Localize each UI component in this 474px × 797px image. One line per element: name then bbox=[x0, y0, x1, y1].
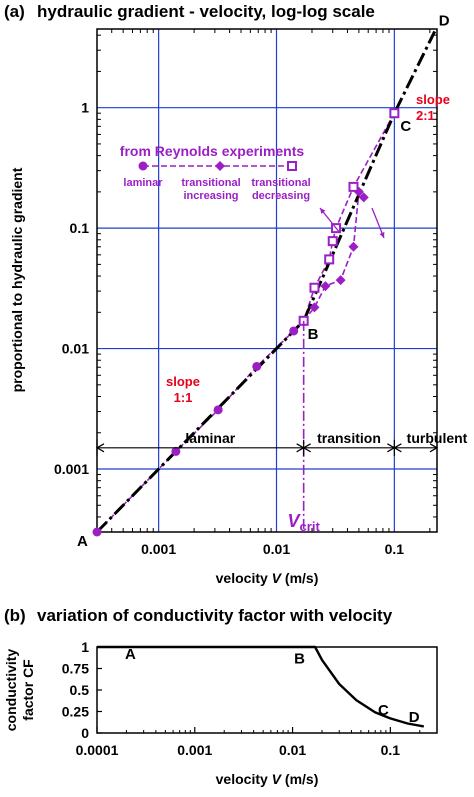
panel-b-ylabel-line1: conductivity bbox=[3, 649, 19, 732]
panel-a-label: (a) bbox=[4, 2, 25, 21]
b-y-tick-label: 0.5 bbox=[70, 682, 90, 698]
b-x-tick-label: 0.01 bbox=[279, 742, 306, 758]
panel-a-grid bbox=[97, 29, 437, 532]
panel-a-title: hydraulic gradient - velocity, log-log s… bbox=[37, 2, 375, 21]
marker-transitional-increasing bbox=[320, 281, 331, 292]
slope-2-label: slope bbox=[416, 92, 450, 107]
regime-turbulent-label: turbulent bbox=[407, 430, 468, 446]
legend-increasing-label-2: increasing bbox=[183, 190, 238, 202]
panel-a-series bbox=[92, 30, 437, 537]
y-tick-label: 0.1 bbox=[70, 220, 90, 236]
slope-1-ratio: 1:1 bbox=[174, 390, 193, 405]
panel-b-frame bbox=[96, 646, 438, 734]
panel-a-frame bbox=[96, 28, 438, 533]
x-tick-label: 0.01 bbox=[263, 541, 290, 557]
marker-transitional-decreasing bbox=[389, 108, 400, 119]
marker-transitional-increasing bbox=[309, 302, 320, 313]
cf-curve bbox=[97, 645, 425, 728]
panel-b-xlabel-var: V bbox=[272, 771, 283, 787]
panel-b-ylabel-line2: factor CF bbox=[20, 659, 36, 721]
panel-a-xlabel-var: V bbox=[272, 570, 283, 586]
b-point-label-C: C bbox=[378, 702, 389, 719]
marker-transitional-increasing bbox=[335, 275, 346, 286]
legend-marker-decreasing bbox=[287, 161, 297, 171]
point-label-A: A bbox=[77, 533, 88, 550]
y-tick-label: 1 bbox=[81, 100, 89, 116]
point-label-D: D bbox=[439, 12, 450, 29]
b-x-tick-label: 0.1 bbox=[381, 742, 401, 758]
panel-b-xlabel-prefix: velocity bbox=[216, 771, 272, 787]
panel-a-xlabel-prefix: velocity bbox=[216, 570, 272, 586]
panel-a-xlabel-suffix: (m/s) bbox=[281, 570, 318, 586]
vcrit-label-main: V bbox=[288, 511, 302, 531]
b-y-tick-label: 0 bbox=[81, 725, 89, 741]
panel-b-label: (b) bbox=[4, 606, 26, 625]
vcrit-label-sub: crit bbox=[300, 519, 321, 534]
marker-transitional-decreasing bbox=[327, 236, 338, 247]
panel-a: (a) hydraulic gradient - velocity, log-l… bbox=[4, 2, 468, 586]
b-x-tick-label: 0.0001 bbox=[76, 742, 119, 758]
panel-b: (b) variation of conductivity factor wit… bbox=[3, 606, 438, 787]
legend-marker-laminar bbox=[138, 161, 148, 171]
panel-b-annotations: A B C D bbox=[125, 646, 420, 726]
legend-decreasing-label-2: decreasing bbox=[252, 190, 310, 202]
regime-laminar-label: laminar bbox=[185, 430, 235, 446]
point-label-B: B bbox=[308, 326, 319, 343]
vcrit-label: Vcrit bbox=[288, 511, 321, 534]
panel-b-title: variation of conductivity factor with ve… bbox=[37, 606, 393, 625]
marker-transitional-decreasing bbox=[324, 254, 335, 265]
legend-laminar-label: laminar bbox=[123, 177, 163, 189]
panel-b-xlabel-suffix: (m/s) bbox=[281, 771, 318, 787]
marker-laminar bbox=[92, 527, 102, 537]
point-label-C: C bbox=[400, 118, 411, 135]
marker-transitional-increasing bbox=[348, 241, 359, 252]
b-point-label-A: A bbox=[125, 646, 136, 663]
regime-arrow-turbulent-head bbox=[429, 443, 439, 453]
panel-a-ticks: 0.001 0.01 0.1 0.001 0.01 0.1 1 bbox=[54, 29, 437, 557]
marker-transitional-increasing bbox=[358, 192, 369, 203]
marker-transitional-decreasing bbox=[348, 181, 359, 192]
legend-increasing-label-1: transitional bbox=[181, 177, 240, 189]
b-point-label-B: B bbox=[294, 650, 305, 667]
regime-transition-label: transition bbox=[317, 430, 381, 446]
y-tick-label: 0.01 bbox=[62, 341, 89, 357]
reynolds-title: from Reynolds experiments bbox=[120, 143, 305, 159]
panel-b-ticks: 0.0001 0.001 0.01 0.1 0 0.25 0.5 0.75 1 bbox=[62, 639, 421, 758]
x-tick-label: 0.001 bbox=[141, 541, 176, 557]
b-x-tick-label: 0.001 bbox=[177, 742, 212, 758]
panel-a-xlabel: velocity V (m/s) bbox=[216, 570, 319, 586]
marker-laminar bbox=[171, 446, 181, 456]
y-tick-label: 0.001 bbox=[54, 461, 89, 477]
panel-b-xlabel: velocity V (m/s) bbox=[216, 771, 319, 787]
legend-marker-increasing bbox=[215, 161, 225, 171]
legend-decreasing-label-1: transitional bbox=[251, 177, 310, 189]
series-line-model bbox=[95, 30, 437, 534]
slope-2-ratio: 2:1 bbox=[416, 108, 435, 123]
panel-b-series bbox=[97, 645, 425, 728]
marker-laminar bbox=[213, 405, 223, 415]
marker-laminar bbox=[252, 361, 262, 371]
loop-arrow-down-head bbox=[379, 232, 385, 238]
b-y-tick-label: 1 bbox=[81, 639, 89, 655]
x-tick-label: 0.1 bbox=[385, 541, 405, 557]
panel-a-ylabel: proportional to hydraulic gradient bbox=[9, 167, 25, 392]
loop-arrow-up-head bbox=[320, 208, 326, 214]
b-y-tick-label: 0.25 bbox=[62, 704, 89, 720]
slope-1-label: slope bbox=[166, 374, 200, 389]
marker-transitional-decreasing bbox=[309, 282, 320, 293]
b-y-tick-label: 0.75 bbox=[62, 661, 89, 677]
marker-laminar bbox=[289, 326, 299, 336]
b-point-label-D: D bbox=[409, 709, 420, 726]
